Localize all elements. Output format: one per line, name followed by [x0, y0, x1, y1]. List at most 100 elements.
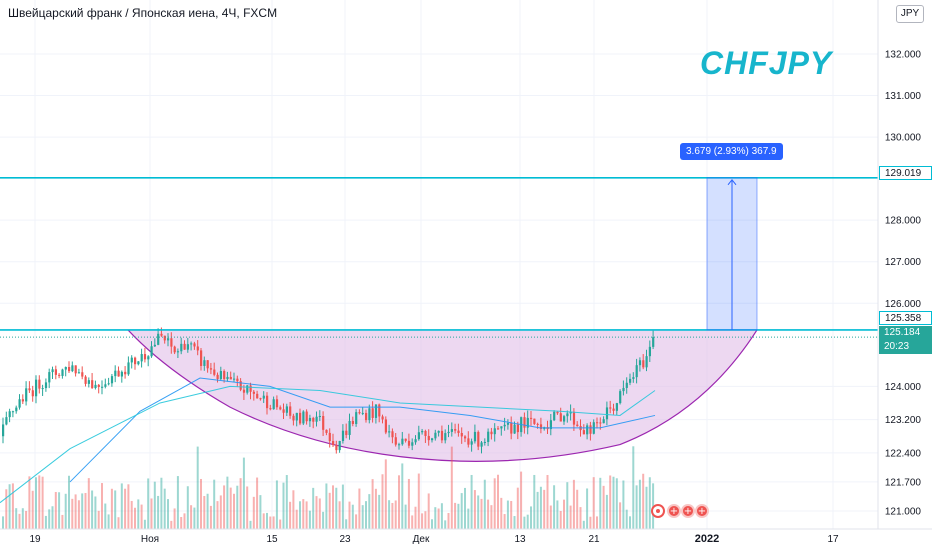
candle-body [107, 383, 110, 385]
candle-body [87, 380, 90, 384]
candle-body [196, 346, 199, 351]
volume-bar [91, 490, 94, 529]
volume-bar [348, 501, 351, 529]
candle-body [120, 371, 123, 377]
symbol-watermark: CHFJPY [700, 45, 833, 81]
candle-body [216, 374, 219, 380]
candle-body [559, 413, 562, 422]
volume-bar [467, 508, 470, 529]
candle-body [391, 431, 394, 438]
candle-body [638, 360, 642, 366]
candle-body [404, 438, 407, 441]
moving-average-line [69, 377, 656, 483]
candle-body [259, 398, 262, 400]
candle-body [506, 423, 510, 425]
volume-bar [629, 516, 631, 529]
volume-bar [325, 483, 328, 529]
plus-icon[interactable]: + [667, 504, 681, 518]
volume-bar [358, 488, 361, 529]
candle-body [41, 388, 44, 390]
candle-body [150, 346, 153, 357]
candle-body [480, 442, 483, 447]
candle-body [312, 417, 315, 422]
volume-bar [394, 500, 397, 529]
volume-bar [431, 519, 433, 529]
volume-bar [497, 474, 499, 529]
candle-body [374, 404, 378, 418]
candle-body [411, 442, 414, 446]
arrow-head-icon [727, 179, 737, 186]
volume-bar [170, 520, 173, 529]
volume-bar [378, 494, 381, 529]
plus-icon[interactable]: + [695, 504, 709, 518]
volume-bar [305, 501, 308, 529]
volume-bar [200, 478, 202, 529]
volume-bar [625, 509, 628, 529]
volume-bar [15, 508, 18, 529]
volume-bar [345, 519, 348, 529]
volume-bar [2, 516, 4, 529]
volume-bar [203, 496, 206, 529]
candle-body [549, 420, 552, 430]
candle-body [110, 376, 114, 384]
volume-bar [619, 502, 622, 529]
candle-body [170, 338, 173, 347]
price-tick-label: 122.400 [885, 448, 922, 459]
volume-bar [157, 495, 160, 529]
candle-body [572, 411, 576, 425]
volume-bar [602, 485, 605, 529]
price-tick-label: 121.000 [885, 507, 922, 518]
volume-bar [21, 508, 24, 529]
time-tick-label: 17 [827, 534, 839, 545]
candle-body [589, 425, 592, 434]
volume-bar [645, 486, 648, 529]
candle-body [74, 365, 77, 374]
candle-body [516, 424, 519, 433]
volume-bar [51, 506, 54, 529]
volume-bar [605, 494, 608, 529]
volume-bar [596, 516, 598, 529]
volume-bar [569, 505, 572, 529]
candle-body [54, 369, 57, 375]
candle-body [582, 430, 585, 435]
candle-body [140, 354, 143, 362]
time-tick-label: Ноя [141, 534, 159, 545]
candle-body [576, 424, 579, 427]
volume-bar [341, 484, 344, 529]
candle-body [130, 357, 133, 363]
volume-bar [137, 499, 140, 529]
volume-bar [368, 494, 371, 529]
candle-body [365, 412, 368, 421]
candle-body [25, 388, 28, 402]
volume-bar [5, 489, 8, 529]
volume-bar [563, 499, 565, 529]
candle-body [28, 388, 31, 391]
volume-bar [289, 501, 292, 529]
candle-body [219, 371, 222, 380]
candle-body [51, 369, 54, 373]
record-icon[interactable] [651, 504, 665, 518]
volume-bar [526, 514, 529, 529]
candle-body [77, 372, 81, 374]
volume-bar [44, 515, 47, 529]
cup-pattern [127, 329, 758, 462]
candle-body [434, 432, 437, 439]
volume-bar [559, 510, 562, 529]
candle-body [381, 416, 384, 420]
candle-body [239, 381, 242, 390]
volume-bar [143, 519, 146, 529]
volume-bar [417, 473, 420, 529]
candle-body [335, 444, 338, 451]
candle-body [223, 371, 226, 380]
volume-bar [180, 516, 183, 529]
candle-body [279, 407, 282, 410]
candle-body [605, 407, 609, 420]
candle-body [322, 416, 325, 430]
plus-icon[interactable]: + [681, 504, 695, 518]
volume-bar [242, 457, 245, 529]
currency-button[interactable]: JPY [896, 5, 924, 23]
candle-body [58, 374, 61, 376]
candle-body [266, 395, 269, 409]
volume-bar [533, 474, 536, 529]
